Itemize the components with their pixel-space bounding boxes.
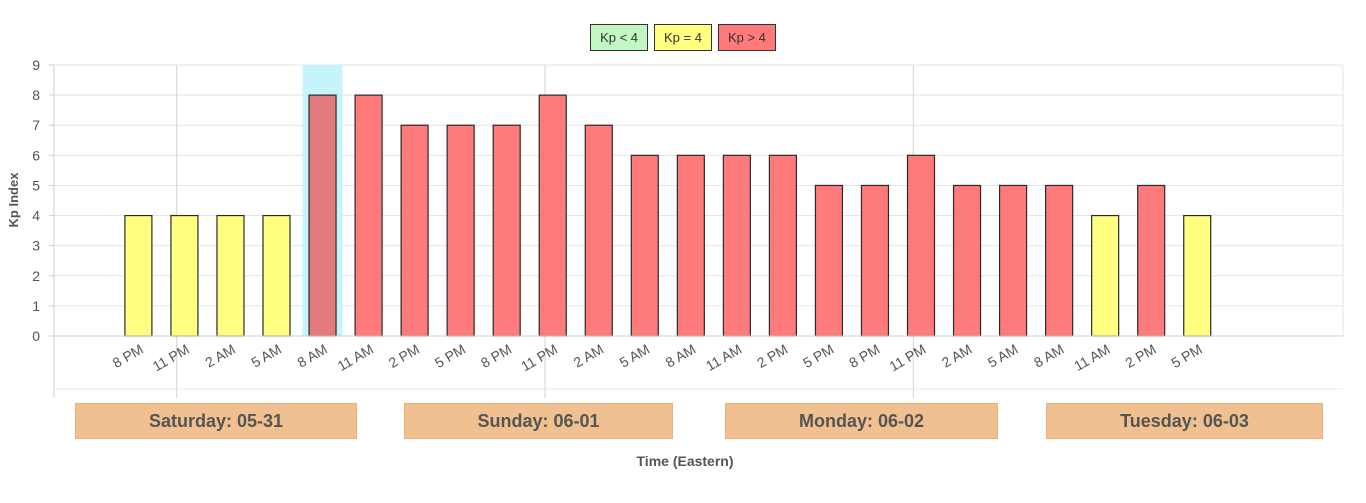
y-tick-label: 6 [32, 147, 40, 163]
bar[interactable] [1137, 184, 1166, 337]
y-tick-label: 7 [32, 117, 40, 133]
bar[interactable] [998, 184, 1028, 337]
bar[interactable] [906, 154, 936, 337]
bar[interactable] [1183, 214, 1212, 337]
bar[interactable] [124, 214, 153, 337]
bar[interactable] [400, 124, 429, 337]
bar[interactable] [308, 94, 337, 337]
legend-item-low[interactable]: Kp < 4 [590, 24, 649, 51]
x-tick-label: 2 AM [571, 341, 607, 371]
y-tick-label: 3 [32, 238, 40, 254]
bar[interactable] [446, 124, 475, 337]
x-axis-title: Time (Eastern) [637, 453, 734, 469]
y-tick-label: 2 [32, 268, 40, 284]
x-tick-label: 5 AM [617, 341, 653, 371]
x-tick-label: 11 AM [335, 341, 376, 374]
x-tick-label: 11 AM [703, 341, 744, 374]
bar[interactable] [768, 154, 797, 337]
y-tick-label: 0 [32, 328, 40, 344]
y-axis-title: Kp Index [6, 172, 21, 228]
x-tick-label: 8 AM [663, 341, 699, 371]
chart-legend: Kp < 4 Kp = 4 Kp > 4 [0, 24, 1366, 51]
x-tick-label: 5 AM [248, 341, 284, 371]
bar[interactable] [676, 154, 705, 337]
x-tick-label: 8 PM [110, 341, 146, 371]
x-tick-label: 8 PM [478, 341, 514, 371]
bar[interactable] [1045, 184, 1074, 337]
bar[interactable] [630, 154, 659, 337]
x-tick-label: 2 AM [939, 341, 975, 371]
day-label-saturday: Saturday: 05-31 [75, 403, 357, 439]
bar[interactable] [216, 214, 245, 337]
bar[interactable] [492, 124, 521, 337]
y-tick-label: 4 [32, 208, 40, 224]
x-tick-label: 8 AM [294, 341, 330, 371]
x-tick-label: 2 AM [202, 341, 238, 371]
bar[interactable] [814, 184, 844, 337]
x-tick-label: 8 AM [1031, 341, 1067, 371]
x-tick-label: 2 PM [754, 341, 790, 371]
y-tick-label: 9 [32, 57, 40, 73]
x-tick-label: 2 PM [1122, 341, 1158, 371]
x-tick-label: 5 PM [1168, 341, 1204, 371]
day-label-tuesday: Tuesday: 06-03 [1046, 403, 1323, 439]
legend-item-high[interactable]: Kp > 4 [717, 24, 776, 51]
y-tick-label: 8 [32, 87, 40, 103]
bar[interactable] [584, 124, 613, 337]
bar[interactable] [538, 94, 567, 337]
x-tick-label: 8 PM [846, 341, 882, 371]
bar[interactable] [354, 94, 383, 337]
x-tick-label: 11 PM [150, 341, 192, 375]
x-tick-label: 11 PM [518, 341, 560, 375]
x-tick-label: 11 AM [1071, 341, 1112, 374]
day-label-monday: Monday: 06-02 [725, 403, 998, 439]
legend-item-equal[interactable]: Kp = 4 [654, 24, 712, 51]
y-tick-label: 5 [32, 177, 40, 193]
bar[interactable] [262, 214, 291, 337]
x-tick-label: 5 AM [985, 341, 1021, 371]
y-tick-label: 1 [32, 298, 40, 314]
x-tick-label: 11 PM [886, 341, 928, 375]
x-tick-label: 5 PM [800, 341, 836, 371]
x-tick-label: 5 PM [432, 341, 468, 371]
bar[interactable] [860, 184, 890, 337]
bar[interactable] [952, 184, 982, 337]
day-label-sunday: Sunday: 06-01 [404, 403, 673, 439]
x-tick-label: 2 PM [386, 341, 422, 371]
bar[interactable] [1091, 214, 1120, 337]
bar[interactable] [722, 154, 751, 337]
bar[interactable] [170, 214, 199, 337]
